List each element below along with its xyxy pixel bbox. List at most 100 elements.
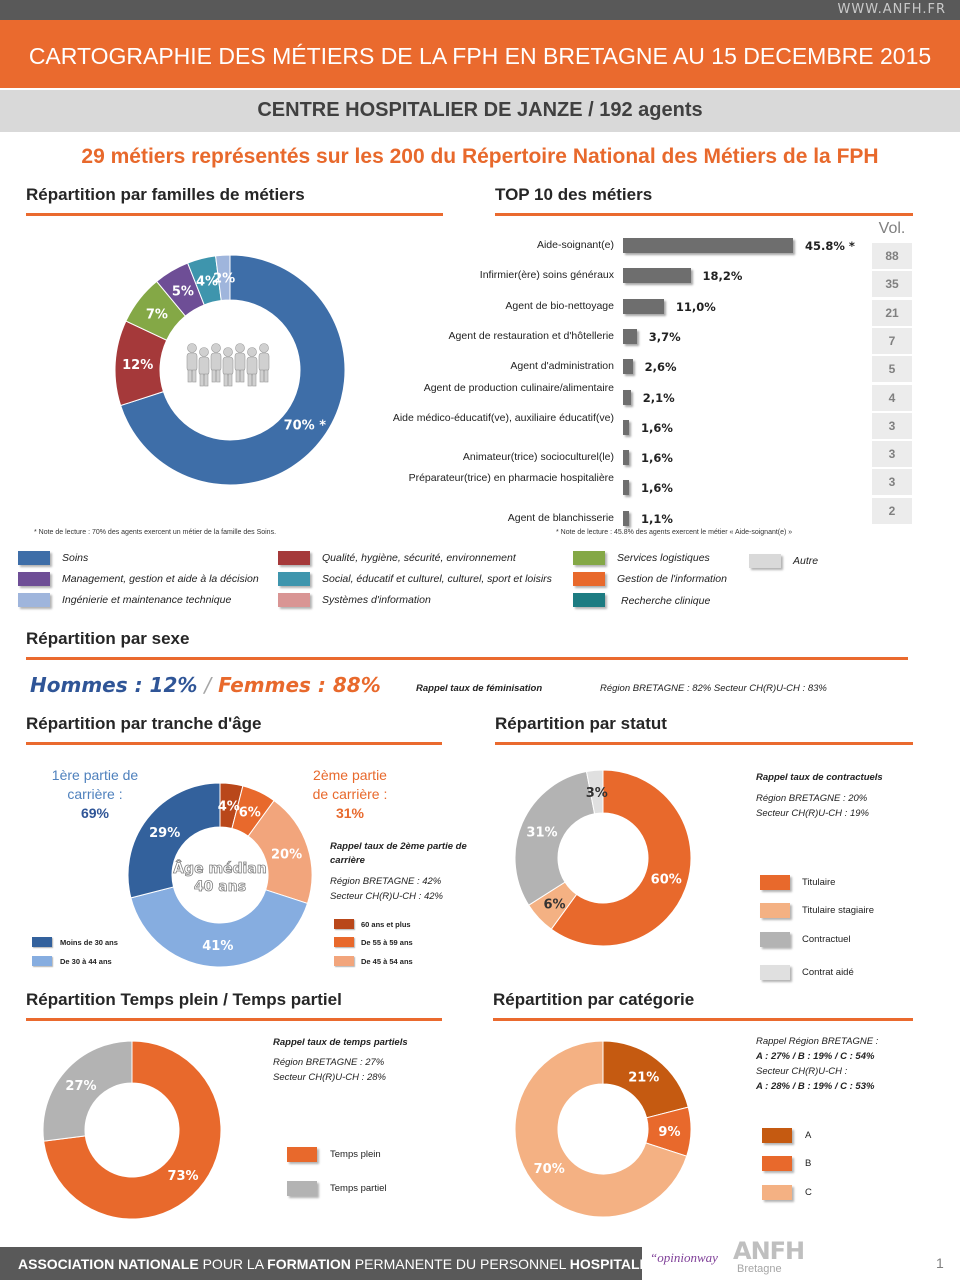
legend-label: Ingénierie et maintenance technique bbox=[62, 594, 232, 606]
family-slice bbox=[215, 254, 231, 302]
anfh-logo: ANFH bbox=[733, 1237, 805, 1265]
footer-text-2: PERMANENTE DU PERSONNEL bbox=[350, 1256, 570, 1272]
sexe-title: Répartition par sexe bbox=[26, 629, 190, 648]
feminisation-rappel: Rappel taux de féminisation bbox=[416, 683, 543, 694]
temps-value-label: 73% bbox=[167, 1169, 198, 1184]
people-icon bbox=[186, 343, 270, 387]
statut-legend-label: Titulaire stagiaire bbox=[802, 905, 874, 916]
legend-label: Recherche clinique bbox=[621, 595, 711, 607]
second-career-label: 2ème partie de carrière : 31% bbox=[295, 766, 405, 823]
bar-value-label: 3,7% bbox=[648, 329, 681, 344]
statut-legend-label: Titulaire bbox=[802, 877, 836, 888]
footer-text: ASSOCIATION NATIONALE POUR LA FORMATION … bbox=[18, 1256, 663, 1272]
statut-value-label: 3% bbox=[586, 786, 608, 801]
legend-label: Autre bbox=[793, 555, 819, 567]
second-career-line2: de carrière : bbox=[312, 786, 388, 802]
volume-cell: 4 bbox=[872, 384, 912, 411]
first-career-label: 1ère partie de carrière : 69% bbox=[40, 766, 150, 823]
first-career-value: 69% bbox=[80, 805, 110, 821]
statut-slice bbox=[585, 770, 604, 815]
bar-value-label: 1,6% bbox=[641, 451, 673, 466]
family-slice bbox=[119, 254, 346, 486]
categorie-title: Répartition par catégorie bbox=[493, 990, 695, 1009]
bar-category-label: Agent de blanchisserie bbox=[507, 511, 614, 524]
age-rule bbox=[26, 742, 442, 745]
second-career-line1: 2ème partie bbox=[313, 767, 387, 783]
hommes-label: Hommes : 12% bbox=[30, 673, 198, 697]
volume-cell: 21 bbox=[872, 299, 912, 326]
age-value-label: 4% bbox=[218, 800, 240, 815]
age-value-label: 20% bbox=[271, 847, 302, 862]
statut-value-label: 31% bbox=[526, 826, 557, 841]
bar bbox=[623, 238, 793, 253]
temps-legend-label: Temps plein bbox=[330, 1149, 381, 1160]
temps-rappel: Rappel taux de temps partiels bbox=[273, 1037, 408, 1048]
statut-legend-swatch bbox=[760, 932, 790, 947]
temps-slice bbox=[43, 1041, 221, 1219]
site-url[interactable]: WWW.ANFH.FR bbox=[837, 2, 946, 17]
age-legend-label: De 30 à 44 ans bbox=[60, 957, 112, 966]
age-legend-label: De 45 à 54 ans bbox=[361, 957, 413, 966]
categorie-value-label: 70% bbox=[534, 1162, 565, 1177]
categorie-legend-label: A bbox=[805, 1130, 812, 1141]
categorie-legend-swatch bbox=[762, 1128, 792, 1143]
title-banner bbox=[0, 20, 960, 88]
volume-cell: 3 bbox=[872, 469, 912, 496]
temps-value-label: 27% bbox=[65, 1079, 96, 1094]
statut-slice bbox=[550, 770, 691, 946]
temps-slice bbox=[43, 1041, 133, 1142]
temps-legend-swatch bbox=[287, 1147, 317, 1162]
page-title: CARTOGRAPHIE DES MÉTIERS DE LA FPH EN BR… bbox=[28, 43, 932, 69]
footer-bold-1: ASSOCIATION NATIONALE bbox=[18, 1256, 199, 1272]
age-value-label: 6% bbox=[239, 806, 261, 821]
legend-label: Soins bbox=[62, 552, 89, 564]
families-title: Répartition par familles de métiers bbox=[26, 185, 305, 204]
age-legend-swatch bbox=[334, 956, 354, 966]
categorie-rappel-line4: A : 28% / B : 19% / C : 53% bbox=[756, 1081, 875, 1092]
temps-region: Région BRETAGNE : 27% bbox=[273, 1057, 385, 1068]
statut-rappel: Rappel taux de contractuels bbox=[756, 772, 883, 783]
legend-swatch bbox=[278, 572, 310, 586]
bar-value-label: 1,1% bbox=[641, 511, 673, 526]
footer-text-1: POUR LA bbox=[198, 1256, 268, 1272]
statut-region: Région BRETAGNE : 20% bbox=[756, 793, 868, 804]
sexe-ratio: Hommes : 12% / Femmes : 88% bbox=[30, 673, 381, 697]
legend-swatch bbox=[749, 554, 781, 568]
legend-swatch bbox=[18, 572, 50, 586]
statut-value-label: 6% bbox=[543, 898, 565, 913]
top10-note: * Note de lecture : 45.8% des agents exe… bbox=[556, 529, 793, 536]
statut-title: Répartition par statut bbox=[495, 714, 667, 733]
statut-legend-label: Contractuel bbox=[802, 934, 851, 945]
age-legend-label: 60 ans et plus bbox=[361, 920, 411, 929]
bar-value-label: 11,0% bbox=[675, 299, 716, 314]
bar-category-label: Infirmier(ère) soins généraux bbox=[479, 269, 614, 282]
feminisation-region: Région BRETAGNE : 82% Secteur CH(R)U-CH … bbox=[600, 683, 827, 694]
subtitle-bar bbox=[0, 90, 960, 132]
bar-value-label: 2,1% bbox=[642, 390, 675, 405]
family-value-label: 7% bbox=[146, 307, 168, 322]
categorie-rappel-line2: A : 27% / B : 19% / C : 54% bbox=[756, 1051, 875, 1062]
page-number: 1 bbox=[936, 1255, 944, 1271]
families-note: * Note de lecture : 70% des agents exerc… bbox=[34, 529, 277, 536]
bar bbox=[623, 328, 637, 344]
legend-label: Gestion de l'information bbox=[617, 573, 727, 585]
family-value-label: 70% * bbox=[284, 418, 327, 433]
temps-legend-label: Temps partiel bbox=[330, 1183, 387, 1194]
first-career-line1: 1ère partie de bbox=[51, 767, 139, 783]
statut-legend-label: Contrat aidé bbox=[802, 967, 854, 978]
categorie-value-label: 21% bbox=[628, 1070, 659, 1085]
sexe-separator: / bbox=[204, 673, 212, 697]
family-value-label: 5% bbox=[172, 284, 194, 299]
bar bbox=[623, 480, 629, 496]
bar bbox=[623, 389, 631, 405]
legend-label: Services logistiques bbox=[617, 552, 710, 564]
categorie-slice bbox=[515, 1041, 688, 1217]
sexe-rule bbox=[26, 657, 908, 660]
statut-value-label: 60% bbox=[651, 873, 682, 888]
bar-category-label: Préparateur(trice) en pharmacie hospital… bbox=[408, 472, 614, 485]
age-legend-label: Moins de 30 ans bbox=[60, 938, 118, 947]
age-legend-label: De 55 à 59 ans bbox=[361, 938, 413, 947]
volume-cell: 7 bbox=[872, 327, 912, 354]
volume-cell: 3 bbox=[872, 441, 912, 468]
legend-swatch bbox=[18, 593, 50, 607]
